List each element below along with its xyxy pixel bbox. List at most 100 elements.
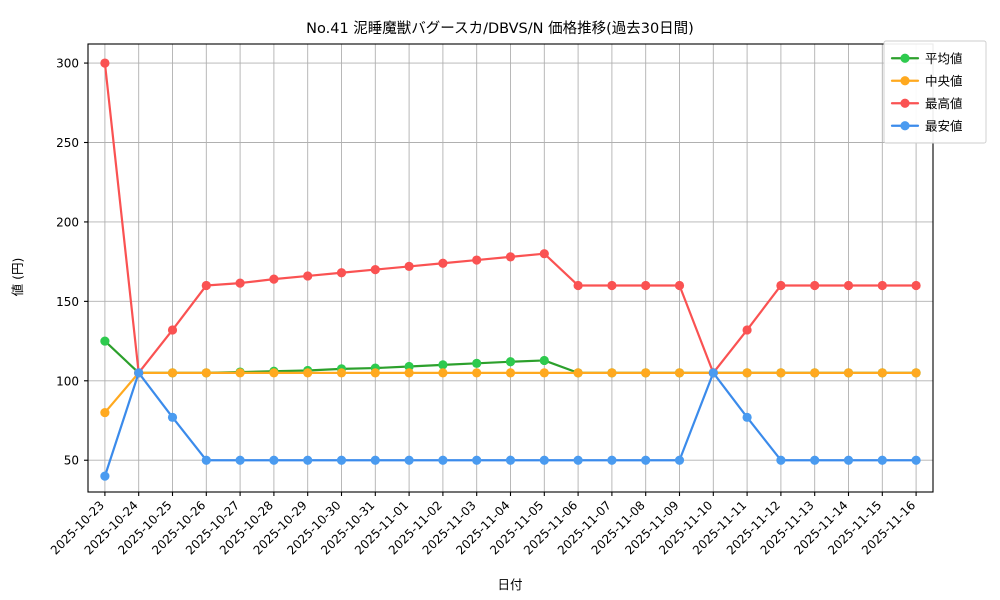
chart-title: No.41 泥睡魔獣バグースカ/DBVS/N 価格推移(過去30日間) [306, 20, 694, 37]
data-point [472, 358, 482, 368]
data-point [877, 368, 887, 378]
data-point [100, 471, 110, 481]
data-point [201, 280, 211, 291]
data-point [269, 368, 279, 378]
data-point [336, 455, 347, 465]
data-point [100, 58, 110, 68]
data-point [167, 325, 178, 335]
y-axis-ticks: 50 100 150 200 250 300 [56, 57, 88, 468]
data-point [505, 455, 516, 465]
data-point [776, 455, 786, 465]
legend-background [883, 40, 987, 144]
data-point [472, 455, 482, 465]
data-point [404, 361, 414, 372]
data-point [539, 455, 549, 465]
data-point [843, 368, 854, 378]
data-point [370, 455, 380, 465]
data-point [303, 271, 313, 281]
data-point [167, 412, 178, 422]
data-point [134, 368, 144, 378]
data-point [438, 258, 448, 268]
data-point [742, 368, 752, 378]
legend-label-最安値: 最安値 [925, 118, 963, 133]
legend-marker [900, 121, 910, 131]
data-point [674, 280, 685, 291]
data-point [674, 455, 685, 465]
legend-label-最高値: 最高値 [925, 96, 963, 111]
data-point [539, 355, 549, 366]
y-tick-label: 200 [56, 215, 79, 229]
data-point [539, 368, 549, 378]
data-point [472, 255, 482, 265]
data-point [641, 455, 651, 465]
data-point [269, 455, 279, 465]
data-point [438, 360, 448, 370]
data-point [708, 368, 718, 378]
data-point [404, 261, 414, 272]
data-point [100, 407, 110, 418]
data-point [336, 268, 347, 278]
data-point [674, 368, 685, 378]
data-point [201, 368, 211, 378]
y-tick-label: 300 [56, 57, 79, 71]
data-point [573, 368, 583, 378]
data-point [438, 368, 448, 378]
data-point [573, 455, 583, 465]
data-point [370, 264, 380, 275]
legend-marker [900, 53, 910, 63]
data-point [438, 455, 448, 465]
data-point [167, 368, 178, 378]
data-point [303, 368, 313, 378]
data-point [742, 412, 752, 422]
data-point [505, 357, 516, 367]
plot-series-layer [100, 58, 921, 481]
data-point [404, 368, 414, 378]
data-point [404, 455, 414, 465]
data-point [810, 280, 820, 291]
data-point [877, 455, 887, 465]
data-point [810, 368, 820, 378]
data-point [843, 455, 854, 465]
y-tick-label: 50 [64, 454, 79, 468]
data-point [742, 325, 752, 335]
legend-marker [900, 98, 910, 108]
data-point [269, 274, 279, 284]
data-point [776, 368, 786, 378]
data-point [776, 280, 786, 291]
data-point [911, 455, 921, 465]
data-point [201, 455, 211, 465]
data-point [100, 336, 110, 346]
data-point [336, 368, 347, 378]
data-point [303, 455, 313, 465]
series-中央値 [100, 368, 921, 418]
data-point [505, 252, 516, 262]
series-最安値 [100, 368, 921, 481]
legend-label-中央値: 中央値 [925, 73, 963, 88]
data-point [911, 368, 921, 378]
data-point [877, 280, 887, 291]
data-point [235, 455, 245, 465]
data-point [472, 368, 482, 378]
legend-label-平均値: 平均値 [925, 51, 963, 66]
legend-marker [900, 76, 910, 86]
data-point [505, 368, 516, 378]
data-point [641, 368, 651, 378]
data-point [370, 368, 380, 378]
y-axis-label: 値 (円) [10, 258, 25, 297]
y-tick-label: 150 [56, 295, 79, 309]
data-point [607, 455, 617, 465]
data-point [235, 368, 245, 378]
y-tick-label: 100 [56, 374, 79, 388]
data-point [607, 280, 617, 291]
y-tick-label: 250 [56, 136, 79, 150]
data-point [641, 280, 651, 291]
x-axis-label: 日付 [497, 577, 522, 592]
data-point [911, 280, 921, 291]
data-point [235, 278, 245, 288]
data-point [539, 249, 549, 259]
data-point [810, 455, 820, 465]
data-point [843, 280, 854, 291]
